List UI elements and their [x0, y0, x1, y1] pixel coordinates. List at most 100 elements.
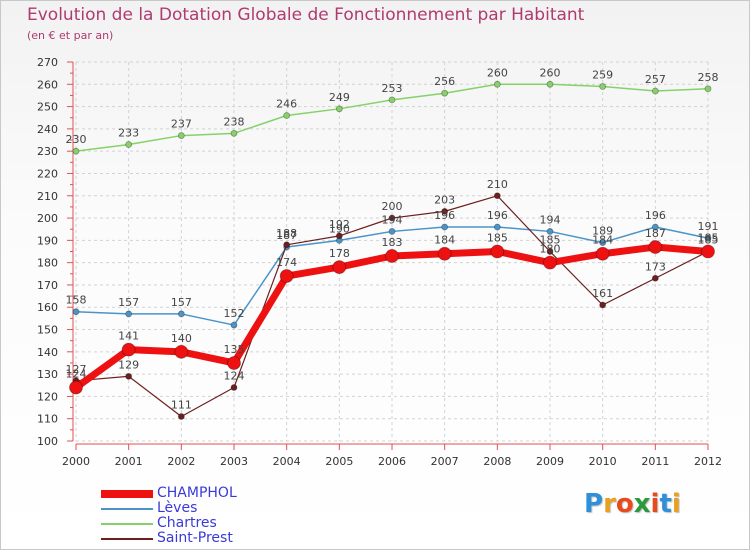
data-label-saint-prest: 192	[329, 218, 350, 231]
y-tick-label: 230	[37, 145, 58, 158]
x-tick-label: 2008	[483, 455, 511, 468]
y-tick-label: 130	[37, 368, 58, 381]
y-tick-label: 190	[37, 234, 58, 247]
chart-title: Evolution de la Dotation Globale de Fonc…	[27, 5, 585, 25]
data-point-saint-prest	[335, 232, 343, 240]
data-label-champhol: 184	[592, 234, 613, 247]
data-point-chartres	[388, 96, 396, 104]
data-label-saint-prest: 185	[698, 234, 719, 247]
data-point-chartres	[177, 132, 185, 139]
data-label-champhol: 187	[645, 227, 666, 240]
y-tick-label: 180	[37, 257, 58, 270]
data-point-champhol	[279, 269, 294, 283]
data-label-champhol: 124	[66, 367, 87, 380]
legend-swatch-saint-prest	[101, 538, 153, 540]
data-point-chartres	[651, 87, 659, 95]
data-point-saint-prest	[651, 274, 659, 282]
data-label-leves: 196	[645, 209, 666, 222]
data-label-saint-prest: 185	[540, 234, 561, 247]
data-label-champhol: 174	[276, 256, 297, 269]
logo-letter: x	[633, 489, 651, 519]
data-point-chartres	[493, 80, 501, 88]
data-point-champhol	[437, 246, 452, 261]
data-label-saint-prest: 124	[224, 369, 245, 382]
data-label-leves: 157	[118, 296, 139, 309]
data-point-leves	[546, 228, 554, 235]
data-label-champhol: 141	[118, 330, 139, 343]
legend-label-saint-prest: Saint-Prest	[157, 530, 233, 546]
data-point-champhol	[648, 240, 663, 254]
data-label-chartres: 230	[66, 133, 87, 146]
data-label-saint-prest: 161	[592, 287, 613, 300]
data-label-saint-prest: 127	[66, 363, 87, 376]
data-label-leves: 157	[171, 296, 192, 309]
legend-label-leves: Lèves	[157, 500, 198, 516]
data-label-leves: 152	[224, 307, 245, 320]
x-tick-label: 2010	[589, 455, 617, 468]
data-point-leves	[230, 321, 238, 329]
logo-letter: i	[650, 489, 660, 519]
x-tick-label: 2005	[325, 455, 353, 468]
data-label-champhol: 135	[224, 343, 245, 356]
data-label-champhol: 140	[171, 332, 192, 345]
data-label-champhol: 183	[382, 236, 403, 249]
data-label-chartres: 249	[329, 91, 350, 104]
data-label-chartres: 256	[434, 75, 455, 88]
data-label-saint-prest: 210	[487, 178, 508, 191]
y-tick-label: 270	[37, 56, 58, 69]
data-label-leves: 194	[382, 213, 403, 226]
data-label-leves: 158	[66, 294, 87, 307]
data-point-saint-prest	[125, 372, 133, 380]
x-tick-label: 2002	[167, 455, 195, 468]
data-label-chartres: 257	[645, 73, 666, 86]
y-tick-label: 150	[37, 324, 58, 337]
data-point-leves	[388, 228, 396, 235]
chart-subtitle: (en € et par an)	[27, 29, 114, 42]
data-label-saint-prest: 173	[645, 260, 666, 273]
data-point-champhol	[543, 255, 557, 270]
x-tick-label: 2012	[694, 455, 722, 468]
legend-swatch-leves	[101, 508, 153, 510]
y-tick-label: 160	[37, 301, 58, 314]
x-tick-label: 2009	[536, 455, 564, 468]
data-label-leves: 196	[434, 209, 455, 222]
y-tick-label: 260	[37, 78, 58, 91]
data-label-champhol: 178	[329, 247, 350, 260]
data-label-leves: 189	[592, 225, 613, 238]
data-label-champhol: 180	[540, 243, 561, 256]
legend-label-chartres: Chartres	[157, 515, 217, 531]
logo-letter: P	[584, 489, 604, 519]
y-tick-label: 220	[37, 167, 58, 180]
y-tick-label: 240	[37, 123, 58, 136]
data-point-saint-prest	[177, 413, 185, 420]
y-tick-label: 170	[37, 279, 58, 292]
legend-label-champhol: CHAMPHOL	[157, 485, 237, 501]
data-point-saint-prest	[230, 384, 238, 391]
data-point-chartres	[546, 80, 554, 88]
data-label-chartres: 260	[540, 66, 561, 79]
data-point-saint-prest	[283, 241, 291, 249]
data-point-chartres	[441, 89, 449, 97]
logo-letter: t	[659, 489, 672, 519]
data-label-saint-prest: 188	[276, 227, 297, 240]
x-tick-label: 2000	[62, 455, 90, 468]
data-label-champhol: 185	[487, 232, 508, 245]
y-tick-label: 120	[37, 390, 58, 403]
data-point-leves	[651, 223, 659, 231]
data-point-champhol	[227, 356, 241, 370]
y-tick-label: 100	[37, 435, 58, 448]
legend-swatch-champhol	[101, 490, 153, 498]
x-tick-label: 2003	[220, 455, 248, 468]
data-label-chartres: 259	[592, 69, 613, 82]
data-label-chartres: 238	[224, 115, 245, 128]
data-point-chartres	[230, 129, 238, 137]
data-label-leves: 187	[276, 229, 297, 242]
data-point-chartres	[125, 141, 133, 148]
data-point-saint-prest	[493, 192, 501, 200]
data-label-saint-prest: 111	[171, 398, 192, 411]
data-label-champhol: 185	[698, 232, 719, 245]
data-point-champhol	[69, 380, 83, 395]
x-tick-label: 2011	[641, 455, 669, 468]
legend-swatch-chartres	[101, 523, 153, 525]
